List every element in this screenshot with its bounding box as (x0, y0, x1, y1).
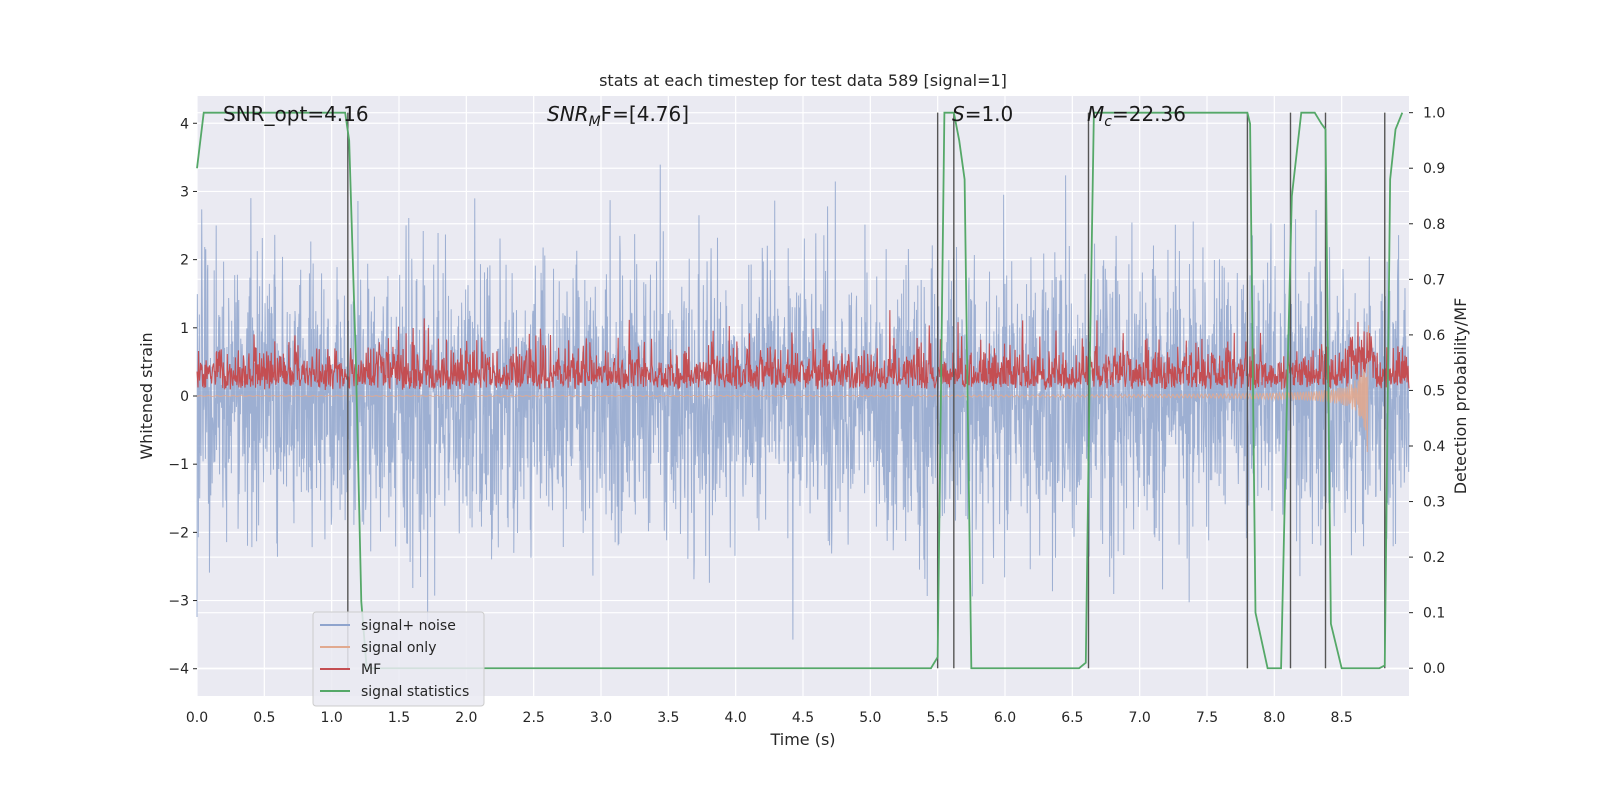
x-tick-label: 6.0 (994, 710, 1016, 726)
y2-tick-label: 0.3 (1423, 495, 1445, 511)
annotation-snr-mf-suffix: F=[4.76] (601, 102, 689, 126)
signal-only-line (196, 325, 1370, 453)
y-tick-label: 1 (180, 321, 189, 337)
x-tick-label: 0.0 (186, 710, 208, 726)
x-tick-label: 4.5 (792, 710, 814, 726)
x-tick-label: 2.0 (455, 710, 477, 726)
annotation-s-prefix: S (952, 102, 965, 126)
y2-tick-label: 0.0 (1423, 661, 1445, 677)
y2-tick-label: 1.0 (1423, 106, 1445, 122)
annotation-mc: Mc=22.36 (1087, 102, 1186, 130)
y-tick-label: 4 (180, 116, 189, 132)
y-tick-label: −1 (168, 457, 189, 473)
annotation-snr-mf-prefix: SNR (547, 102, 589, 126)
y2-tick-label: 0.4 (1423, 439, 1445, 455)
legend: signal+ noise signal only MF signal stat… (312, 611, 485, 707)
y2-tick-label: 0.6 (1423, 328, 1445, 344)
annotation-mc-sub: c (1104, 114, 1112, 130)
series-mf (196, 310, 1410, 391)
detection-markers (347, 112, 1386, 669)
x-tick-label: 3.0 (590, 710, 612, 726)
y-tick-labels: 4 3 2 1 0 −1 −2 −3 −4 (168, 116, 197, 678)
annotation-mc-prefix: M (1087, 102, 1104, 126)
y-tick-label: 2 (180, 253, 189, 269)
chart-title: stats at each timestep for test data 589… (599, 71, 1007, 90)
y2-tick-label: 0.7 (1423, 272, 1445, 288)
series-signal-only (196, 325, 1370, 453)
x-tick-label: 5.0 (859, 710, 881, 726)
legend-label-signal-plus-noise: signal+ noise (361, 618, 456, 634)
annotation-s-suffix: =1.0 (965, 102, 1014, 126)
x-tick-label: 2.5 (523, 710, 545, 726)
legend-label-signal-only: signal only (361, 640, 436, 656)
x-tick-label: 1.5 (388, 710, 410, 726)
x-tick-label: 3.5 (657, 710, 679, 726)
annotation-snr-mf: SNRMF=[4.76] (547, 102, 689, 130)
y2-tick-label: 0.1 (1423, 606, 1445, 622)
x-tick-label: 1.0 (321, 710, 343, 726)
x-tick-label: 8.5 (1331, 710, 1353, 726)
y2-tick-label: 0.2 (1423, 550, 1445, 566)
y2-tick-label: 0.5 (1423, 383, 1445, 399)
signal-statistics-line (196, 111, 1404, 670)
y2-tick-label: 0.8 (1423, 217, 1445, 233)
annotation-snr-opt: SNR_opt=4.16 (223, 102, 369, 126)
y-tick-label: −3 (168, 594, 189, 610)
y-tick-label: −4 (168, 662, 189, 678)
y2-tick-labels: 1.0 0.9 0.8 0.7 0.6 0.5 0.4 0.3 0.2 0.1 0.0 (1409, 106, 1445, 677)
y2-axis-label: Detection probability/MF (1451, 298, 1470, 495)
x-tick-label: 4.0 (725, 710, 747, 726)
annotation-s: S=1.0 (952, 102, 1013, 126)
legend-label-signal-statistics: signal statistics (361, 684, 469, 700)
y2-tick-label: 0.9 (1423, 161, 1445, 177)
x-tick-label: 6.5 (1061, 710, 1083, 726)
y-tick-label: −2 (168, 525, 189, 541)
annotation-mc-suffix: =22.36 (1112, 102, 1186, 126)
x-tick-labels: 0.0 0.5 1.0 1.5 2.0 2.5 3.0 3.5 4.0 4.5 5.0 5.5 6.0 6… (186, 710, 1353, 726)
y-tick-label: 3 (180, 184, 189, 200)
x-tick-label: 0.5 (253, 710, 275, 726)
x-axis-label: Time (s) (769, 730, 835, 749)
x-tick-label: 7.5 (1196, 710, 1218, 726)
x-tick-label: 5.5 (927, 710, 949, 726)
x-tick-label: 8.0 (1263, 710, 1285, 726)
mf-line (196, 310, 1410, 391)
y-tick-label: 0 (180, 389, 189, 405)
legend-label-mf: MF (361, 662, 381, 678)
legend-box (312, 611, 485, 707)
y-axis-label: Whitened strain (137, 332, 156, 459)
x-tick-label: 7.0 (1129, 710, 1151, 726)
annotation-snr-mf-sub: M (589, 114, 601, 130)
series-signal-statistics (196, 111, 1404, 670)
